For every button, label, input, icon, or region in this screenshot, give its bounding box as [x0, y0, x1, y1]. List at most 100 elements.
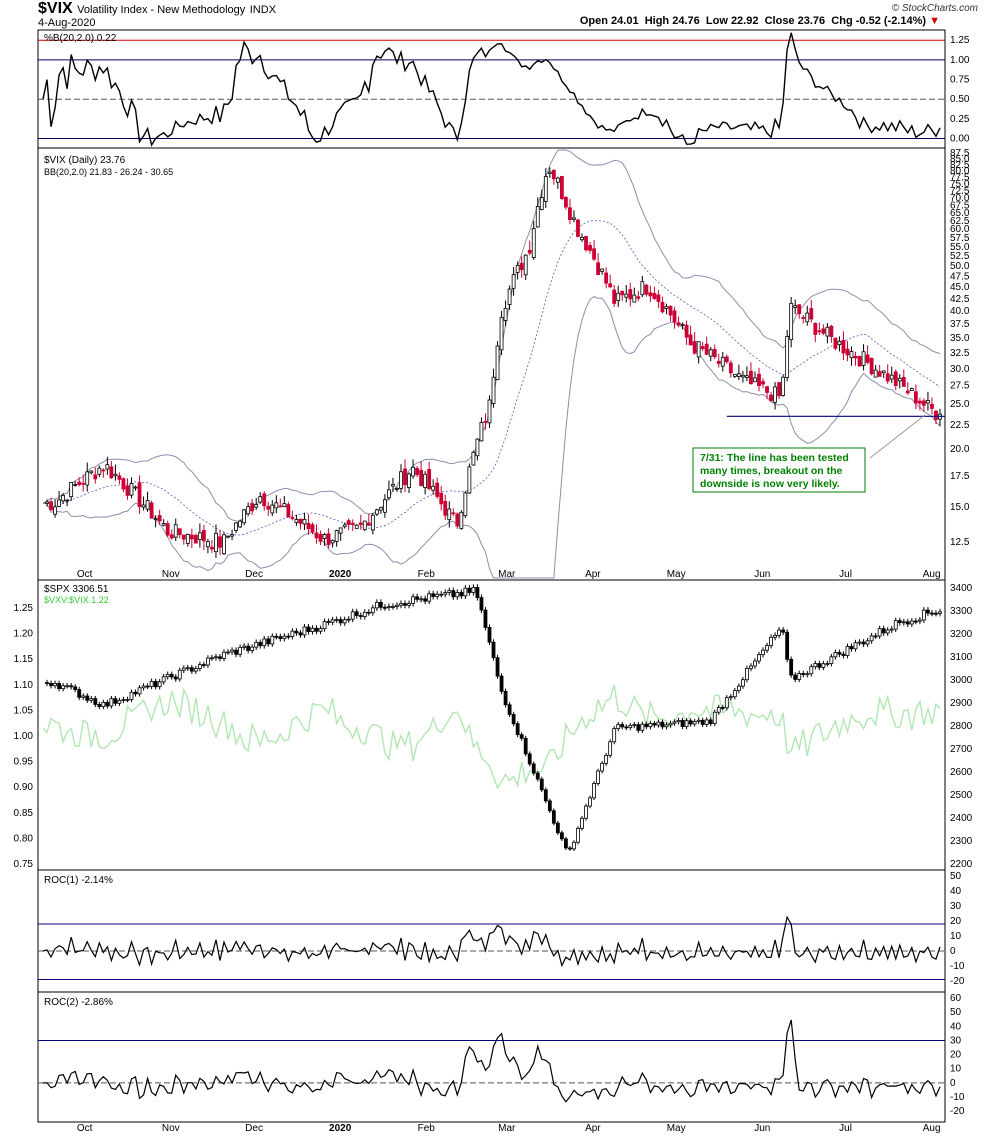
vix-tick-25.0: 25.0	[950, 399, 970, 410]
vix-candle-body	[447, 508, 452, 521]
vix-candle-body	[157, 515, 162, 522]
spx-candle-body	[515, 723, 520, 736]
spx-candle-body	[588, 797, 592, 807]
vix-candle-body	[620, 290, 625, 296]
spx-candle-body	[149, 680, 154, 687]
spx-candle-body	[885, 629, 890, 634]
spx-candle-body	[459, 592, 464, 597]
spx-candle-body	[769, 636, 773, 647]
vix-candle-body	[897, 377, 902, 382]
spx-candle-body	[523, 737, 528, 755]
spx-candle-body	[185, 667, 190, 670]
x-axis-label-may-bottom: May	[667, 1123, 686, 1134]
spx-candle-body	[704, 719, 709, 725]
spx-candle-body	[555, 822, 560, 834]
vix-candle-body	[535, 206, 540, 228]
spx-candle-body	[620, 724, 625, 728]
vix-candle-body	[125, 485, 130, 496]
spx-candle-body	[930, 612, 934, 615]
spx-candle-body	[354, 611, 359, 616]
spx-candle-body	[109, 698, 114, 707]
vix-candle-body	[49, 501, 53, 511]
spx-candle-body	[596, 770, 600, 784]
spx-candle-body	[708, 719, 713, 724]
spx-candle-body	[378, 601, 383, 608]
spx-candle-body	[749, 665, 753, 669]
vix-candle-body	[274, 502, 279, 509]
vix-candle-body	[439, 492, 444, 505]
vix-candle-body	[584, 236, 588, 251]
vix-candle-body	[491, 376, 496, 404]
spx-candle-body	[656, 721, 661, 726]
spx-tick-2200: 2200	[950, 859, 973, 870]
spx-candle-body	[624, 726, 629, 729]
spx-candle-body	[206, 657, 210, 666]
spx-candle-body	[258, 641, 263, 647]
spx-candle-body	[720, 707, 725, 709]
spx-candle-body	[362, 611, 367, 617]
vix-candle-body	[543, 176, 548, 202]
vix-candle-body	[218, 536, 222, 548]
vix-candle-body	[592, 248, 596, 260]
vix-panel-label: $VIX (Daily) 23.76	[44, 155, 126, 166]
roc2-tick-0: 0	[950, 1078, 956, 1089]
vix-candle-body	[757, 373, 761, 386]
vix-candle-body	[395, 488, 399, 490]
x-axis-label-jul-mid: Jul	[839, 569, 852, 580]
spx-candle-body	[837, 652, 842, 655]
spx-tick-3300: 3300	[950, 606, 973, 617]
x-axis-label-oct-bottom: Oct	[77, 1123, 93, 1134]
roc1-tick-0: 0	[950, 946, 956, 957]
high-label: High	[644, 15, 670, 27]
vix-candle-body	[644, 284, 649, 295]
spx-candle-body	[93, 698, 98, 705]
vix-tick-82.5: 82.5	[950, 160, 970, 171]
vix-candle-body	[149, 502, 154, 519]
vix-candle-body	[801, 317, 806, 319]
roc1-tick--20: -20	[950, 976, 965, 987]
pctb-tick-1.25: 1.25	[950, 35, 970, 46]
vix-candle-body	[181, 534, 186, 540]
vix-candle-body	[869, 357, 874, 375]
spx-candle-body	[141, 685, 146, 689]
spx-candle-body	[712, 711, 717, 724]
spx-candle-body	[938, 611, 942, 614]
vix-candle-body	[306, 522, 311, 530]
vix-candle-body	[326, 533, 331, 546]
spx-candle-body	[350, 611, 355, 620]
spx-candle-body	[797, 673, 802, 680]
chg-label: Chg	[831, 15, 853, 27]
spx-candle-body	[81, 695, 86, 698]
spx-candle-body	[230, 649, 234, 653]
spx-candle-body	[218, 656, 222, 659]
spx-candle-body	[801, 673, 806, 676]
spx-candle-body	[789, 658, 794, 676]
vix-candle-body	[813, 323, 818, 335]
x-axis-label-aug-bottom: Aug	[923, 1123, 941, 1134]
vix-candle-body	[873, 369, 878, 378]
vix-candle-body	[934, 410, 938, 420]
vix-candle-body	[777, 382, 782, 397]
spx-candle-body	[113, 698, 118, 704]
x-axis-label-jun-bottom: Jun	[754, 1123, 770, 1134]
bollinger-lower-band	[42, 295, 941, 579]
annotation-line-2: downside is now very likely.	[700, 478, 840, 490]
vix-candle-body	[298, 518, 303, 524]
spx-candle-body	[761, 649, 765, 656]
spx-candle-body	[773, 634, 777, 638]
vix-candle-body	[419, 469, 424, 487]
spx-candle-body	[628, 725, 633, 729]
vix-candle-body	[588, 245, 592, 251]
vix-candle-body	[495, 345, 500, 381]
spx-candle-body	[451, 590, 456, 598]
vix-candle-body	[503, 307, 508, 321]
vix-candle-body	[238, 520, 242, 528]
vix-tick-80.0: 80.0	[950, 166, 970, 177]
vix-candle-body	[656, 294, 661, 302]
vix-candle-body	[177, 528, 182, 536]
spx-candle-body	[282, 635, 287, 639]
vix-candle-body	[608, 283, 613, 288]
spx-candle-body	[73, 686, 78, 690]
vix-candle-body	[141, 504, 146, 508]
